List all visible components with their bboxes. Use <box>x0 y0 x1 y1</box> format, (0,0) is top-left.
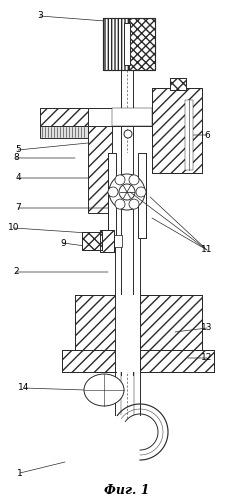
Bar <box>151 88 201 173</box>
Bar <box>82 232 102 250</box>
Bar <box>129 18 154 70</box>
Bar <box>115 153 137 238</box>
Text: 11: 11 <box>200 246 212 254</box>
Text: 3: 3 <box>37 12 43 20</box>
Circle shape <box>118 184 135 200</box>
Bar <box>115 295 139 350</box>
Text: 13: 13 <box>200 324 212 332</box>
Text: Фиг. 1: Фиг. 1 <box>104 484 149 496</box>
Bar <box>137 153 145 238</box>
Bar <box>40 108 88 126</box>
Bar <box>108 153 115 238</box>
Text: 2: 2 <box>13 268 19 276</box>
Circle shape <box>108 187 117 197</box>
Bar <box>114 235 121 247</box>
Text: 14: 14 <box>18 384 29 392</box>
Circle shape <box>115 199 124 209</box>
Circle shape <box>129 199 138 209</box>
Bar <box>88 108 112 213</box>
Text: 1: 1 <box>17 468 23 477</box>
Bar <box>112 108 151 126</box>
Bar <box>100 230 114 252</box>
Text: 12: 12 <box>201 354 212 362</box>
Bar <box>139 350 213 372</box>
Bar <box>184 100 192 170</box>
Bar <box>112 108 151 126</box>
Bar <box>123 23 130 65</box>
Bar <box>115 350 139 372</box>
Bar <box>62 350 115 372</box>
Bar <box>82 232 102 250</box>
Text: 8: 8 <box>13 154 19 162</box>
Circle shape <box>129 175 138 185</box>
Circle shape <box>115 175 124 185</box>
Bar <box>139 350 213 372</box>
Bar <box>103 18 154 70</box>
Circle shape <box>136 187 145 197</box>
Circle shape <box>109 174 144 210</box>
Text: 5: 5 <box>15 146 21 154</box>
Bar <box>40 108 128 126</box>
Text: 7: 7 <box>15 204 21 212</box>
Bar <box>115 238 139 295</box>
Bar <box>75 295 115 350</box>
Bar <box>40 126 88 138</box>
Bar <box>169 78 185 90</box>
Bar <box>75 295 115 350</box>
Text: 9: 9 <box>60 238 66 248</box>
Bar <box>62 350 115 372</box>
Text: 4: 4 <box>15 174 21 182</box>
Bar <box>139 295 201 350</box>
Text: 10: 10 <box>8 224 20 232</box>
Text: 6: 6 <box>203 130 209 140</box>
Ellipse shape <box>84 374 123 406</box>
Bar <box>169 78 185 90</box>
Bar <box>151 88 201 173</box>
Bar <box>100 230 114 252</box>
Bar <box>103 18 129 70</box>
Circle shape <box>123 130 132 138</box>
Bar <box>139 295 201 350</box>
